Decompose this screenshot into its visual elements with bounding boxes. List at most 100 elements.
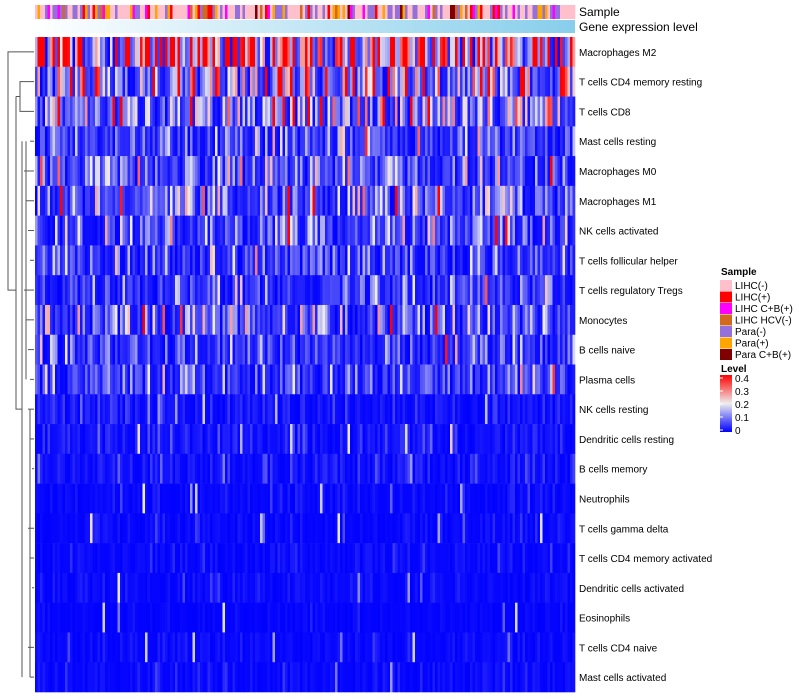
heatmap-cell	[235, 215, 238, 246]
heatmap-cell	[287, 572, 291, 603]
heatmap-cell	[55, 572, 58, 603]
heatmap-cell	[517, 37, 521, 68]
heatmap-cell	[125, 662, 128, 693]
heatmap-cell	[487, 483, 491, 514]
heatmap-cell	[120, 185, 123, 216]
heatmap-cell	[105, 513, 108, 544]
heatmap-cell	[250, 453, 253, 484]
heatmap-cell	[485, 543, 488, 574]
heatmap-cell	[95, 424, 98, 455]
heatmap-cell	[330, 96, 333, 127]
heatmap-cell	[477, 66, 481, 97]
heatmap-cell	[312, 66, 316, 97]
heatmap-cell	[522, 156, 526, 187]
sample-cell	[370, 5, 373, 19]
heatmap-cell	[197, 394, 201, 425]
heatmap-cell	[100, 424, 103, 455]
heatmap-cell	[95, 662, 98, 693]
heatmap-cell	[197, 96, 201, 127]
heatmap-cell	[67, 662, 71, 693]
heatmap-cell	[480, 602, 483, 633]
heatmap-cell	[385, 483, 388, 514]
heatmap-cell	[385, 275, 388, 306]
heatmap-cell	[470, 602, 473, 633]
heatmap-cell	[137, 453, 141, 484]
heatmap-cell	[122, 453, 126, 484]
heatmap-cell	[195, 66, 198, 97]
heatmap-cell	[360, 602, 363, 633]
heatmap-cell	[142, 424, 146, 455]
heatmap-cell	[72, 185, 76, 216]
heatmap-cell	[160, 632, 163, 663]
heatmap-cell	[377, 394, 381, 425]
heatmap-cell	[417, 424, 421, 455]
heatmap-cell	[295, 126, 298, 157]
heatmap-cell	[490, 453, 493, 484]
heatmap-cell	[162, 543, 166, 574]
heatmap-cell	[537, 513, 541, 544]
heatmap-cell	[37, 275, 41, 306]
heatmap-cell	[470, 483, 473, 514]
heatmap-cell	[352, 424, 356, 455]
heatmap-cell	[147, 543, 151, 574]
heatmap-cell	[70, 304, 73, 336]
heatmap-cell	[200, 424, 203, 455]
heatmap-cell	[247, 543, 251, 574]
heatmap-cell	[307, 185, 311, 216]
heatmap-cell	[220, 483, 223, 514]
heatmap-cell	[137, 424, 141, 455]
heatmap-cell	[530, 602, 533, 633]
heatmap-cell	[330, 66, 333, 97]
heatmap-cell	[367, 513, 371, 544]
heatmap-cell	[547, 245, 551, 276]
heatmap-cell	[535, 275, 538, 306]
heatmap-cell	[572, 37, 576, 68]
heatmap-cell	[252, 66, 256, 97]
heatmap-cell	[142, 304, 146, 336]
sample-cell	[212, 5, 216, 19]
sample-cell	[230, 5, 233, 19]
heatmap-cell	[255, 513, 258, 544]
heatmap-cell	[172, 394, 176, 425]
sample-cell	[572, 5, 576, 19]
heatmap-cell	[487, 66, 491, 97]
heatmap-cell	[250, 334, 253, 365]
heatmap-cell	[450, 96, 453, 127]
heatmap-cell	[410, 394, 413, 425]
heatmap-cell	[315, 483, 318, 514]
heatmap-cell	[210, 215, 213, 246]
heatmap-cell	[405, 662, 408, 693]
heatmap-cell	[302, 424, 306, 455]
heatmap-cell	[500, 483, 503, 514]
sample-cell	[430, 5, 433, 19]
heatmap-cell	[380, 453, 383, 484]
heatmap-cell	[275, 572, 278, 603]
heatmap-cell	[445, 126, 448, 157]
heatmap-cell	[570, 543, 573, 574]
heatmap-cell	[550, 275, 553, 306]
heatmap-cell	[557, 602, 561, 633]
sample-cell	[192, 5, 196, 19]
heatmap-cell	[135, 632, 138, 663]
heatmap-cell	[352, 513, 356, 544]
heatmap-cell	[102, 424, 106, 455]
heatmap-cell	[307, 245, 311, 276]
heatmap-cell	[357, 215, 361, 246]
heatmap-cell	[357, 483, 361, 514]
heatmap-cell	[35, 126, 38, 157]
heatmap-cell	[40, 334, 43, 365]
heatmap-cell	[310, 483, 313, 514]
heatmap-cell	[482, 37, 486, 68]
heatmap-cell	[420, 334, 423, 365]
heatmap-cell	[535, 215, 538, 246]
heatmap-cell	[432, 394, 436, 425]
heatmap-cell	[275, 483, 278, 514]
heatmap-cell	[70, 66, 73, 97]
heatmap-cell	[155, 662, 158, 693]
heatmap-cell	[352, 185, 356, 216]
heatmap-cell	[525, 602, 528, 633]
heatmap-cell	[317, 543, 321, 574]
heatmap-cell	[297, 513, 301, 544]
heatmap-cell	[485, 215, 488, 246]
heatmap-cell	[87, 245, 91, 276]
